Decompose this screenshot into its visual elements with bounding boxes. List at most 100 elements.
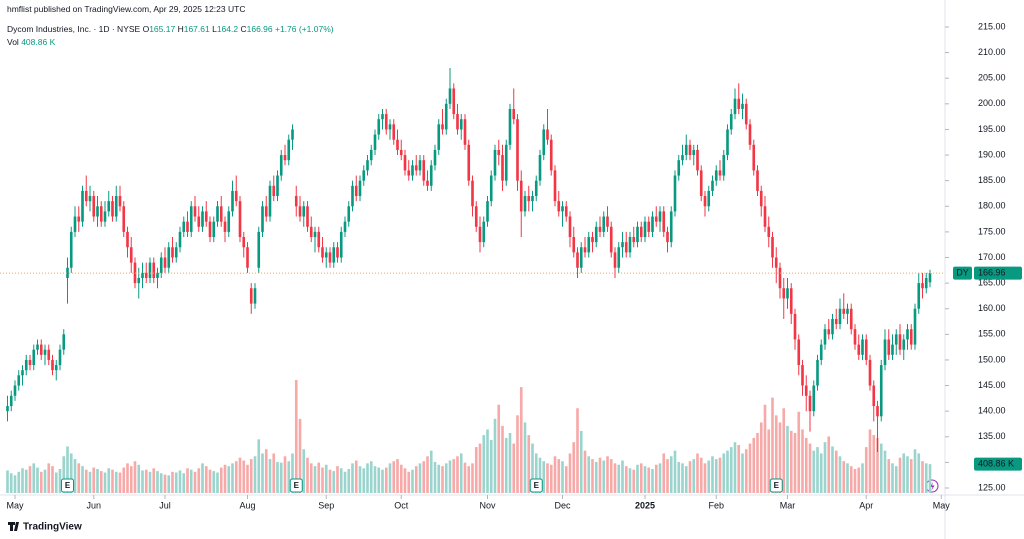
candle-body: [917, 283, 921, 309]
volume-bar: [572, 442, 576, 493]
candle-body: [426, 180, 429, 186]
volume-bar: [324, 464, 328, 493]
volume-bars: [6, 380, 932, 493]
candle-body: [688, 144, 692, 156]
volume-bar: [868, 429, 872, 493]
candle-body: [692, 149, 696, 156]
candle-body: [141, 272, 144, 278]
y-tick-label: 160.00: [978, 303, 1006, 313]
low-value: 164.2: [216, 24, 239, 34]
candle-body: [733, 98, 737, 115]
candle-body: [448, 88, 452, 104]
candle-body: [894, 334, 898, 345]
candle-body: [853, 329, 857, 345]
volume-bar: [283, 456, 287, 493]
y-tick-label: 165.00: [978, 277, 1006, 287]
volume-bar: [62, 456, 66, 493]
candle-body: [126, 231, 129, 248]
candle-body: [407, 170, 411, 176]
volume-bar: [141, 470, 144, 493]
candles: [6, 67, 932, 453]
volume-bar: [804, 437, 808, 493]
candle-body: [463, 119, 467, 145]
x-tick-label: Sep: [318, 500, 334, 510]
volume-bar: [167, 475, 171, 493]
candle-body: [336, 247, 339, 258]
volume-bar: [598, 457, 602, 493]
candle-body: [763, 206, 767, 227]
volume-bar: [827, 436, 831, 493]
volume-bar: [261, 453, 264, 493]
volume-bar: [621, 460, 624, 493]
candle-body: [516, 119, 519, 181]
candle-body: [838, 308, 842, 325]
candle-body: [272, 185, 276, 197]
candle-body: [887, 339, 891, 355]
volume-bar: [13, 475, 17, 493]
volume-bar: [894, 466, 898, 493]
volume-bar: [906, 456, 909, 493]
candle-body: [714, 170, 718, 181]
volume-bar: [332, 471, 336, 493]
volume-bar: [84, 469, 88, 493]
alert-bolt: [930, 482, 935, 491]
candle-body: [527, 196, 531, 202]
volume-bar: [744, 449, 748, 493]
candle-body: [834, 318, 838, 325]
volume-bar: [137, 464, 141, 493]
volume-bar: [879, 443, 883, 493]
candle-body: [666, 231, 669, 243]
high-label: H: [177, 24, 184, 34]
volume-bar: [748, 443, 752, 493]
event-label: E: [534, 481, 540, 490]
volume-bar: [28, 466, 32, 493]
candle-body: [358, 180, 362, 197]
candle-body: [186, 221, 189, 232]
x-tick-label: May: [6, 500, 24, 510]
candle-body: [351, 185, 354, 207]
candle-body: [223, 221, 227, 232]
volume-bar: [677, 461, 681, 493]
volume-bar: [834, 450, 838, 493]
event-badge: [61, 478, 74, 493]
candle-body: [583, 247, 587, 253]
volume-bar: [501, 425, 504, 493]
volume-bar: [771, 397, 774, 493]
volume-bar: [467, 466, 471, 493]
candle-body: [193, 206, 197, 217]
volume-bar: [553, 456, 557, 493]
volume-bar: [774, 415, 778, 493]
volume-bar: [741, 453, 744, 493]
volume-bar: [377, 467, 381, 493]
candle-body: [343, 221, 347, 232]
volume-bar: [486, 429, 489, 493]
volume-bar: [883, 450, 887, 493]
volume-bar: [159, 473, 163, 493]
candle-body: [572, 237, 576, 253]
volume-bar: [576, 408, 579, 493]
candle-body: [144, 272, 148, 278]
volume-bar: [756, 432, 759, 493]
volume-bar: [557, 459, 561, 493]
candle-body: [294, 196, 298, 207]
price-tag: [974, 266, 1022, 280]
candle-body: [737, 98, 741, 109]
candle-body: [549, 139, 553, 171]
volume-bar: [152, 468, 156, 493]
candle-body: [662, 211, 666, 232]
candle-body: [812, 385, 816, 412]
volume-bar: [801, 429, 804, 493]
open-label: O: [142, 24, 150, 34]
candle-body: [846, 308, 849, 314]
candle-body: [32, 349, 36, 366]
volume-bar: [684, 466, 688, 493]
volume-bar: [752, 437, 756, 493]
volume-bar: [17, 471, 21, 493]
volume-bar: [842, 461, 846, 493]
candle-body: [43, 349, 47, 355]
candle-body: [902, 339, 906, 350]
candle-body: [197, 216, 201, 227]
volume-bar: [321, 467, 324, 493]
volume-bar: [54, 472, 58, 493]
volume-bar: [178, 470, 182, 493]
